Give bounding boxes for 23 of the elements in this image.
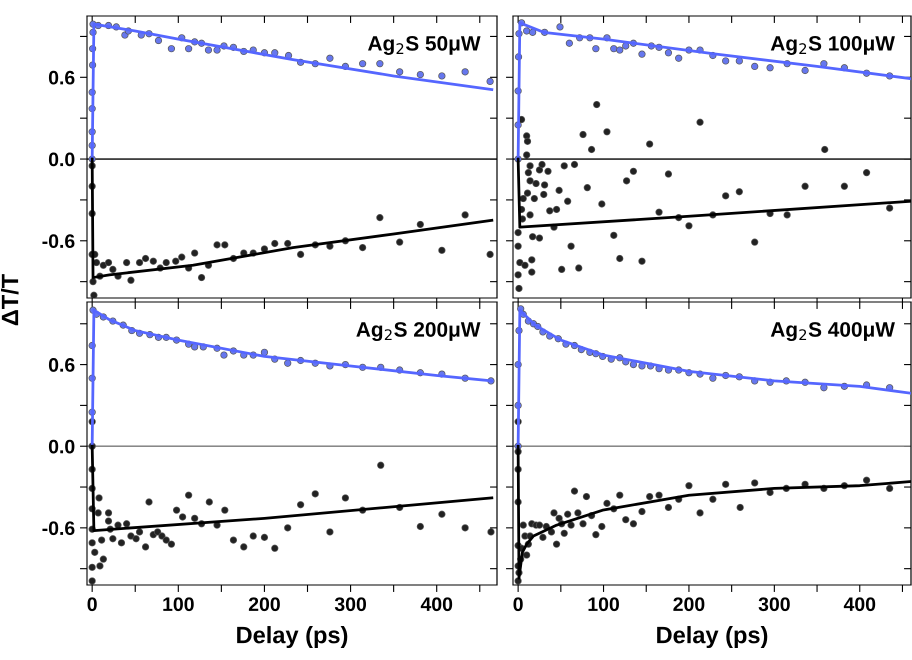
y-tick-label: -0.6 xyxy=(42,234,74,248)
x-tick-label: 200 xyxy=(673,597,704,612)
x-tick-label: 400 xyxy=(844,597,876,612)
x-tick-label: 400 xyxy=(420,597,452,612)
x-tick-label: 0 xyxy=(88,597,97,612)
x-tick-label: 200 xyxy=(248,597,280,612)
x-tick-label: 100 xyxy=(588,597,619,612)
x-axis-title: Delay (ps) xyxy=(657,626,768,648)
y-tick-label: 0.6 xyxy=(48,358,74,372)
text: Ag$_{2}$S 200μW xyxy=(356,322,480,342)
text: Ag$_{2}$S 100μW xyxy=(770,36,895,55)
y-tick-label: 0.0 xyxy=(48,440,74,454)
y-tick-label: 0.6 xyxy=(48,70,74,85)
text: Ag$_{2}$S 50μW xyxy=(368,36,481,55)
text: Ag$_{2}$S 400μW xyxy=(770,322,895,342)
y-axis-title: ΔT/T xyxy=(0,274,19,326)
x-tick-label: 300 xyxy=(334,597,366,612)
x-tick-label: 0 xyxy=(513,597,523,612)
y-tick-label: -0.6 xyxy=(42,521,74,536)
x-tick-label: 100 xyxy=(163,597,194,612)
x-axis-title: Delay (ps) xyxy=(237,626,348,648)
y-tick-label: 0.0 xyxy=(48,152,74,166)
x-tick-label: 300 xyxy=(758,597,790,612)
